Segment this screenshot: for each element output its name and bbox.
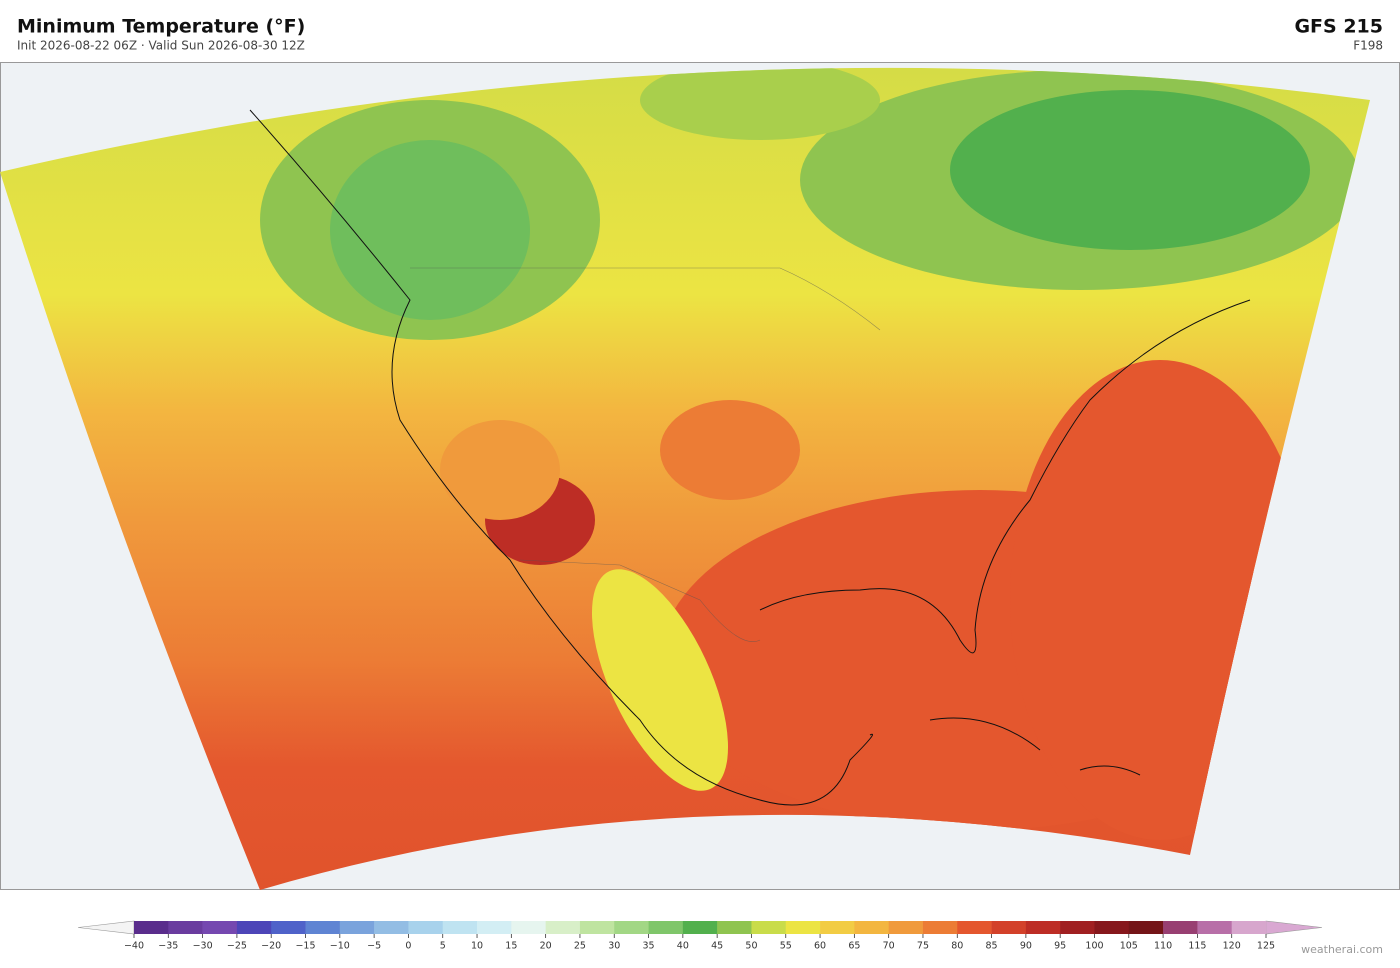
tick-label: −15 xyxy=(295,941,315,952)
temperature-field xyxy=(0,67,1370,890)
color-segment xyxy=(751,921,787,934)
tick-label: 65 xyxy=(848,941,860,952)
tick-label: 20 xyxy=(540,941,552,952)
color-segment xyxy=(202,921,238,934)
color-segment xyxy=(477,921,512,934)
color-segment xyxy=(511,921,546,934)
color-segment xyxy=(1163,921,1198,934)
tick-label: 55 xyxy=(780,941,792,952)
color-segment xyxy=(717,921,752,934)
color-segment xyxy=(922,921,958,934)
borders xyxy=(410,267,881,642)
tick-label: 75 xyxy=(917,941,929,952)
color-segment xyxy=(1060,921,1095,934)
tick-label: −10 xyxy=(330,941,350,952)
color-segment xyxy=(236,921,272,934)
color-segment xyxy=(271,921,306,934)
tick-label: 60 xyxy=(814,941,826,952)
model-label: GFS 215 xyxy=(1294,16,1383,38)
tick-label: 110 xyxy=(1154,941,1172,952)
coastlines xyxy=(249,109,1251,806)
tick-label: 125 xyxy=(1257,941,1275,952)
color-segment xyxy=(339,921,375,934)
tick-label: 105 xyxy=(1120,941,1138,952)
color-segment xyxy=(168,921,203,934)
tick-label: 25 xyxy=(574,941,586,952)
tick-label: 50 xyxy=(745,941,757,952)
tick-label: −35 xyxy=(158,941,178,952)
color-segment xyxy=(408,921,444,934)
color-segment xyxy=(374,921,409,934)
tick-label: −25 xyxy=(227,941,247,952)
credit: weatherai.com xyxy=(1301,943,1383,956)
tick-label: 90 xyxy=(1020,941,1032,952)
tick-label: 0 xyxy=(405,941,411,952)
tick-label: −30 xyxy=(193,941,213,952)
color-segment xyxy=(648,921,684,934)
color-segment xyxy=(442,921,478,934)
colorbar: −40 −35 −30 −25 −20 −15 −10 −5 0 5 10 15 20 25 30 35 40 4… xyxy=(77,920,1323,952)
tick-label: 10 xyxy=(471,941,483,952)
color-segment xyxy=(545,921,581,934)
color-segment xyxy=(1197,921,1232,934)
tick-label: 80 xyxy=(951,941,963,952)
tick-label: −20 xyxy=(261,941,281,952)
title: Minimum Temperature (°F) xyxy=(17,16,305,38)
under-triangle xyxy=(77,920,135,935)
forecast-hour: F198 xyxy=(1353,39,1383,53)
color-segment xyxy=(1128,921,1164,934)
color-segment xyxy=(1231,921,1267,934)
tick-label: 115 xyxy=(1188,941,1206,952)
tick-label: 40 xyxy=(677,941,689,952)
color-segment xyxy=(614,921,649,934)
tick-label: 45 xyxy=(711,941,723,952)
color-segment xyxy=(682,921,718,934)
color-segment xyxy=(888,921,924,934)
color-segment xyxy=(854,921,889,934)
tick-label: 35 xyxy=(642,941,654,952)
tick-label: 15 xyxy=(505,941,517,952)
over-triangle xyxy=(1265,920,1323,935)
tick-label: 70 xyxy=(883,941,895,952)
color-segment xyxy=(134,921,169,934)
tick-label: 95 xyxy=(1054,941,1066,952)
color-segment xyxy=(1025,921,1061,934)
tick-label: 100 xyxy=(1085,941,1103,952)
tick-label: 5 xyxy=(440,941,446,952)
color-segment xyxy=(785,921,821,934)
color-segment xyxy=(1094,921,1130,934)
tick-label: −40 xyxy=(124,941,144,952)
tick-label: −5 xyxy=(367,941,381,952)
subtitle: Init 2026-08-22 06Z · Valid Sun 2026-08-… xyxy=(17,39,305,53)
color-segment xyxy=(579,921,615,934)
color-segment xyxy=(820,921,855,934)
tick-label: 30 xyxy=(608,941,620,952)
color-segment xyxy=(957,921,992,934)
tick-label: 85 xyxy=(986,941,998,952)
color-segment xyxy=(991,921,1027,934)
tick-label: 120 xyxy=(1223,941,1241,952)
color-segment xyxy=(305,921,341,934)
